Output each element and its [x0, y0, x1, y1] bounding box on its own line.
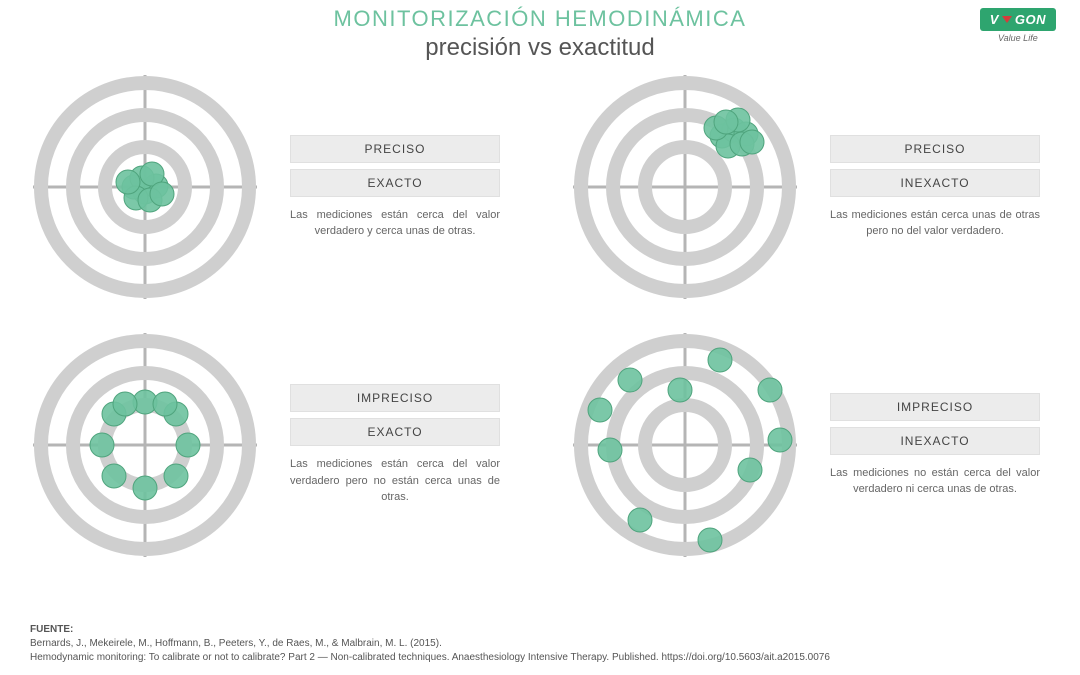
brand-triangle-icon — [1002, 16, 1012, 23]
tag-3-1: INEXACTO — [830, 427, 1040, 455]
tag-3-0: IMPRECISO — [830, 393, 1040, 421]
page-subtitle: precisión vs exactitud — [0, 34, 1080, 62]
tag-2-0: IMPRECISO — [290, 384, 500, 412]
source-label: FUENTE: — [30, 624, 73, 635]
header: MONITORIZACIÓN HEMODINÁMICA precisión vs… — [0, 0, 1080, 62]
panel-0: PRECISO EXACTO Las mediciones están cerca … — [30, 72, 510, 302]
panel-desc-2: Las mediciones están cerca del valor ver… — [290, 456, 500, 506]
brand-tagline: Value Life — [980, 33, 1056, 43]
citation-line-2: Hemodynamic monitoring: To calibrate or … — [30, 652, 830, 663]
panel-desc-0: Las mediciones están cerca del valor ver… — [290, 207, 500, 240]
panel-desc-1: Las mediciones están cerca unas de otras… — [830, 207, 1040, 240]
target-3 — [570, 330, 800, 560]
footer: FUENTE: Bernards, J., Mekeirele, M., Hof… — [30, 623, 1050, 665]
tag-0-1: EXACTO — [290, 169, 500, 197]
panel-desc-3: Las mediciones no están cerca del valor … — [830, 465, 1040, 498]
tag-2-1: EXACTO — [290, 418, 500, 446]
tag-0-0: PRECISO — [290, 135, 500, 163]
tag-1-0: PRECISO — [830, 135, 1040, 163]
panel-1: PRECISO INEXACTO Las mediciones están cerc… — [570, 72, 1050, 302]
brand-text-left: V — [990, 12, 999, 27]
tag-1-1: INEXACTO — [830, 169, 1040, 197]
panel-info-3: IMPRECISO INEXACTO Las mediciones no están… — [820, 393, 1050, 498]
panel-info-2: IMPRECISO EXACTO Las mediciones están cerc… — [280, 384, 510, 506]
panel-info-0: PRECISO EXACTO Las mediciones están cerca … — [280, 135, 510, 240]
citation-line-1: Bernards, J., Mekeirele, M., Hoffmann, B… — [30, 638, 442, 649]
page-title: MONITORIZACIÓN HEMODINÁMICA — [0, 6, 1080, 32]
brand-logo: V GON Value Life — [980, 8, 1056, 43]
panels-grid: PRECISO EXACTO Las mediciones están cerca … — [0, 62, 1080, 560]
target-0 — [30, 72, 260, 302]
target-2 — [30, 330, 260, 560]
target-1 — [570, 72, 800, 302]
panel-info-1: PRECISO INEXACTO Las mediciones están cerc… — [820, 135, 1050, 240]
panel-2: IMPRECISO EXACTO Las mediciones están cerc… — [30, 330, 510, 560]
panel-3: IMPRECISO INEXACTO Las mediciones no están… — [570, 330, 1050, 560]
brand-wordmark: V GON — [980, 8, 1056, 31]
brand-text-right: GON — [1015, 12, 1046, 27]
